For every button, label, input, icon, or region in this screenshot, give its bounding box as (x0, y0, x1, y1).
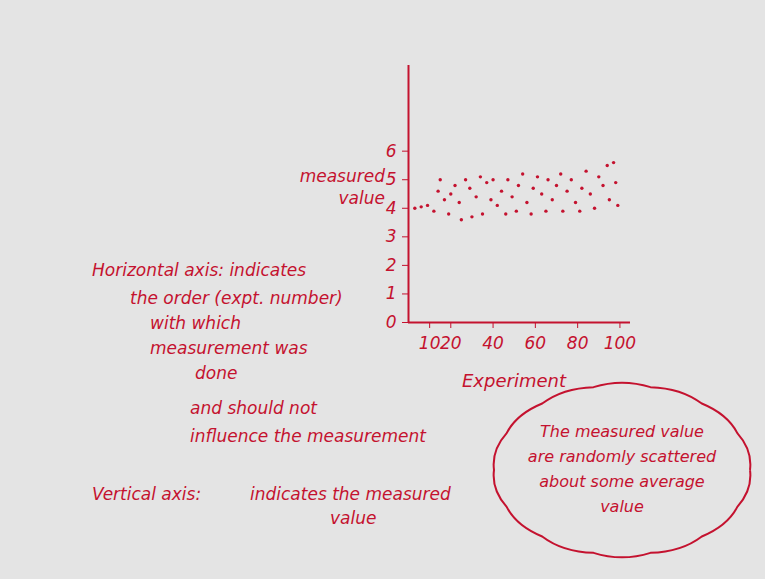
svg-text:2: 2 (386, 255, 397, 275)
html-text:value: value (338, 188, 385, 208)
html-text:and should not: and should not (190, 398, 317, 418)
svg-text:The measured value: The measured value (540, 422, 704, 441)
html-text:Experiment: Experiment (462, 370, 566, 391)
svg-text:value: value (600, 497, 644, 516)
html-text:done: done (195, 363, 238, 383)
svg-text:40: 40 (482, 333, 504, 353)
html-text:Vertical axis:: Vertical axis: (92, 484, 202, 504)
svg-text:80: 80 (567, 333, 589, 353)
svg-text:are randomly scattered: are randomly scattered (528, 447, 717, 466)
html-text:measured: measured (299, 166, 385, 186)
svg-text:6: 6 (386, 141, 397, 161)
svg-text:10: 10 (419, 333, 441, 353)
html-text:indicates the measured: indicates the measured (250, 484, 451, 504)
svg-text:4: 4 (386, 198, 397, 218)
svg-text:0: 0 (386, 312, 397, 332)
svg-text:100: 100 (604, 333, 636, 353)
svg-text:3: 3 (386, 226, 397, 246)
html-text:with which: with which (150, 313, 241, 333)
svg-text:about some average: about some average (539, 472, 705, 491)
html-text:the order (expt. number): the order (expt. number) (130, 288, 343, 308)
html-text:Horizontal axis: indicates: Horizontal axis: indicates (92, 260, 307, 280)
svg-text:1: 1 (386, 283, 397, 303)
html-text:value: value (330, 508, 377, 528)
svg-text:20: 20 (440, 333, 462, 353)
svg-text:5: 5 (386, 169, 397, 189)
html-text:influence the measurement: influence the measurement (190, 426, 426, 446)
html-text:measurement was: measurement was (150, 338, 308, 358)
svg-text:60: 60 (525, 333, 547, 353)
